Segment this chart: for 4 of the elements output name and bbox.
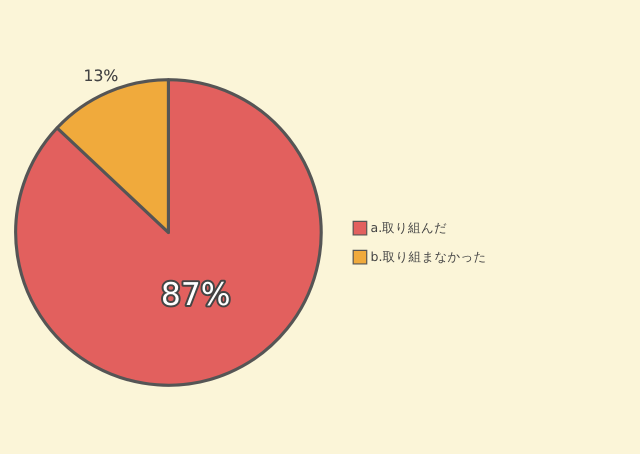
legend-label: a.取り組んだ bbox=[370, 220, 448, 236]
legend-label: b.取り組まなかった bbox=[370, 249, 486, 264]
data-label: 13% bbox=[84, 66, 118, 86]
data-label: 87% bbox=[160, 276, 231, 313]
